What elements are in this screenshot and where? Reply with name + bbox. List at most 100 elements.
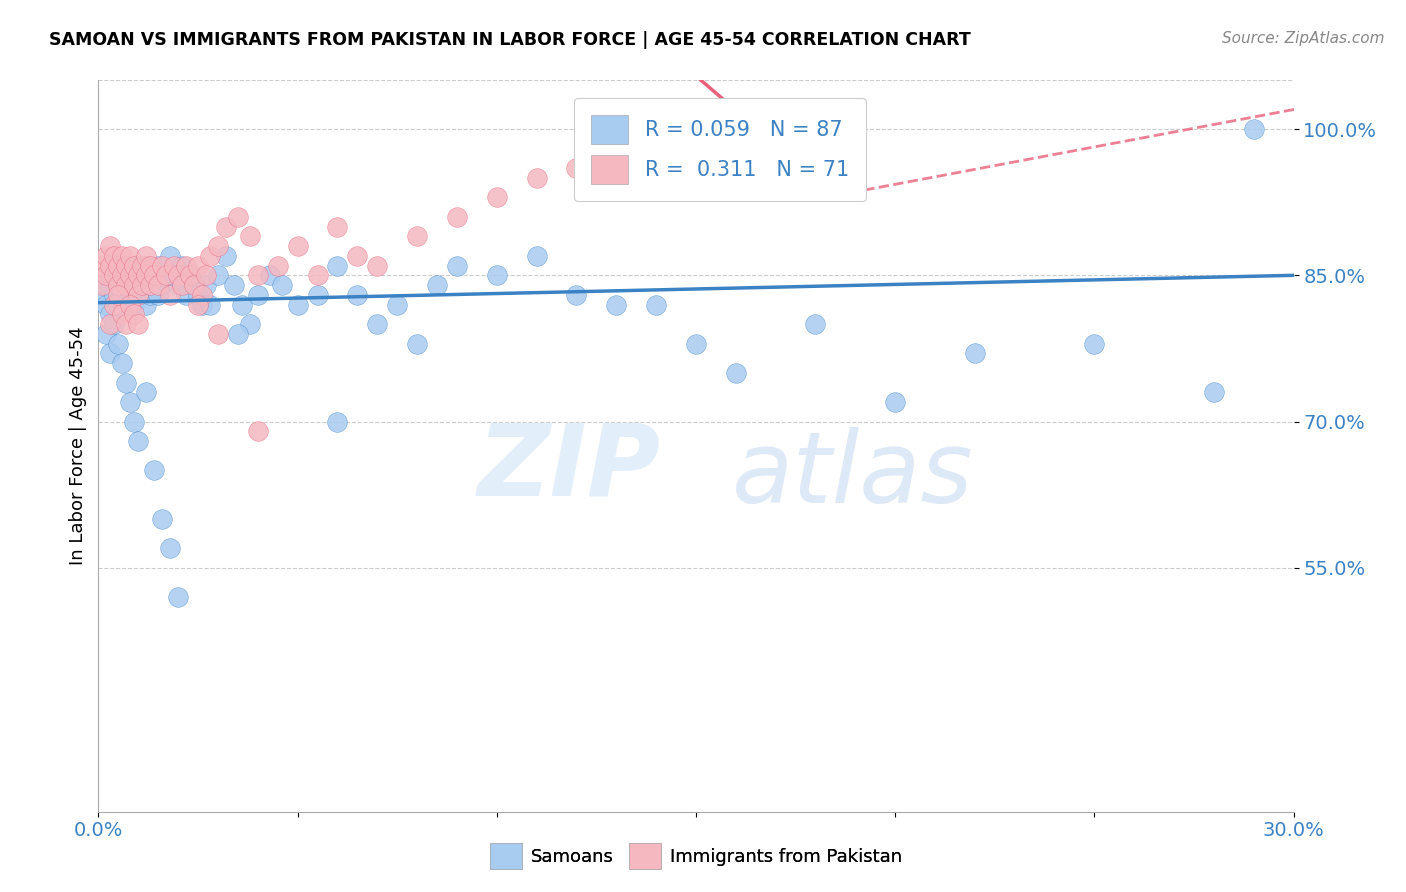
Point <box>155 268 177 283</box>
Point <box>159 541 181 556</box>
Point <box>98 259 122 273</box>
Point <box>215 249 238 263</box>
Point <box>307 268 329 283</box>
Point <box>120 249 142 263</box>
Point <box>91 259 114 273</box>
Point <box>111 356 134 370</box>
Point <box>287 297 309 311</box>
Point <box>207 239 229 253</box>
Point <box>148 259 170 273</box>
Point <box>163 259 186 273</box>
Point <box>124 415 146 429</box>
Point <box>246 425 269 439</box>
Point <box>163 268 186 283</box>
Point <box>215 219 238 234</box>
Point <box>135 249 157 263</box>
Point <box>446 259 468 273</box>
Point <box>366 317 388 331</box>
Point <box>98 307 122 321</box>
Point <box>194 268 218 283</box>
Point <box>172 278 194 293</box>
Point <box>150 512 173 526</box>
Point <box>685 336 707 351</box>
Point <box>135 297 157 311</box>
Point <box>124 259 146 273</box>
Point <box>103 249 125 263</box>
Point <box>139 288 162 302</box>
Point <box>91 288 114 302</box>
Point <box>287 239 309 253</box>
Point <box>115 376 138 390</box>
Point <box>150 259 173 273</box>
Point <box>406 229 429 244</box>
Point <box>98 346 122 360</box>
Point <box>148 278 170 293</box>
Point <box>685 142 707 156</box>
Point <box>148 288 170 302</box>
Point <box>127 288 149 302</box>
Point <box>107 336 129 351</box>
Point <box>326 259 349 273</box>
Point <box>103 297 125 311</box>
Point <box>406 336 429 351</box>
Point <box>98 268 122 283</box>
Point <box>124 278 146 293</box>
Point <box>139 278 162 293</box>
Point <box>120 395 142 409</box>
Point <box>135 259 157 273</box>
Point <box>115 259 138 273</box>
Point <box>107 297 129 311</box>
Point <box>115 259 138 273</box>
Point <box>167 278 190 293</box>
Point <box>111 249 134 263</box>
Point <box>183 278 205 293</box>
Point <box>131 268 153 283</box>
Point <box>207 268 229 283</box>
Point <box>96 278 118 293</box>
Point <box>115 278 138 293</box>
Point <box>446 210 468 224</box>
Point <box>231 297 253 311</box>
Point <box>485 268 508 283</box>
Point <box>1083 336 1105 351</box>
Point <box>222 278 245 293</box>
Point <box>120 297 142 311</box>
Text: ZIP: ZIP <box>477 419 661 516</box>
Point <box>111 268 134 283</box>
Point <box>131 259 153 273</box>
Point <box>187 297 209 311</box>
Point <box>131 278 153 293</box>
Point <box>1243 122 1265 136</box>
Point <box>139 259 162 273</box>
Point <box>107 288 129 302</box>
Point <box>526 170 548 185</box>
Point <box>111 288 134 302</box>
Point <box>91 278 114 293</box>
Point <box>120 268 142 283</box>
Point <box>98 239 122 253</box>
Text: atlas: atlas <box>733 426 973 524</box>
Point <box>155 268 177 283</box>
Point <box>167 590 190 604</box>
Point <box>103 259 125 273</box>
Point <box>191 288 214 302</box>
Point <box>183 278 205 293</box>
Point <box>143 268 166 283</box>
Point <box>326 415 349 429</box>
Point <box>124 307 146 321</box>
Point <box>194 278 218 293</box>
Point <box>120 288 142 302</box>
Point <box>267 259 290 273</box>
Point <box>191 297 214 311</box>
Point <box>804 317 827 331</box>
Point <box>246 268 269 283</box>
Point <box>1202 385 1225 400</box>
Point <box>565 161 588 175</box>
Point <box>526 249 548 263</box>
Y-axis label: In Labor Force | Age 45-54: In Labor Force | Age 45-54 <box>69 326 87 566</box>
Point <box>107 278 129 293</box>
Point <box>96 249 118 263</box>
Point <box>198 249 221 263</box>
Point <box>174 259 197 273</box>
Point <box>346 288 368 302</box>
